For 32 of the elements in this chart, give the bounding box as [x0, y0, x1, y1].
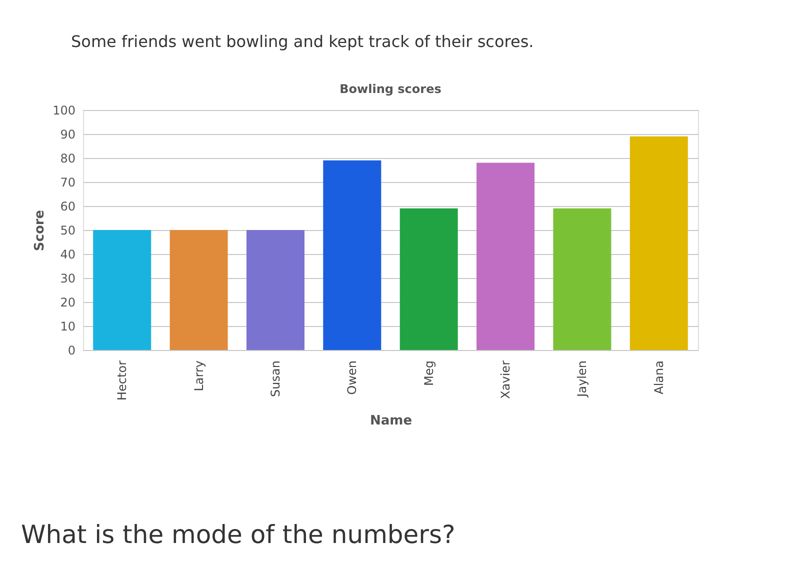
y-tick-label: 60: [60, 200, 76, 214]
x-tick-label: Xavier: [498, 360, 513, 399]
bar: [170, 230, 228, 350]
y-tick-label: 70: [60, 176, 76, 190]
y-tick-label: 50: [60, 224, 76, 238]
y-tick-label: 100: [52, 104, 76, 118]
bar: [400, 208, 458, 350]
bar: [553, 208, 612, 350]
bar: [93, 230, 152, 350]
text: Some friends went bowling and kept track of their scores.: [71, 32, 534, 51]
x-tick-label: Larry: [192, 360, 206, 392]
bar: [476, 162, 535, 350]
bar: [630, 136, 688, 350]
y-tick-label: 30: [60, 272, 76, 286]
y-tick-label: 10: [60, 320, 76, 334]
y-tick-label: 20: [60, 296, 76, 310]
y-axis-title: Score: [32, 210, 48, 252]
y-tick-label: 0: [68, 344, 76, 358]
bar: [246, 230, 304, 350]
text: What is the mode of the numbers?: [21, 520, 456, 549]
y-tick-label: 90: [60, 128, 76, 142]
x-tick-label: Alana: [652, 360, 666, 394]
x-tick-label: Owen: [345, 360, 360, 395]
y-tick-label: 80: [60, 152, 76, 166]
y-tick-label: 40: [60, 248, 76, 262]
x-tick-label: Meg: [422, 360, 436, 386]
x-axis-title: Name: [370, 413, 412, 428]
chart-title: Bowling scores: [340, 82, 442, 96]
bar: [323, 160, 382, 350]
x-tick-label: Susan: [268, 360, 282, 397]
x-tick-label: Jaylen: [575, 360, 590, 398]
x-tick-label: Hector: [115, 360, 130, 400]
